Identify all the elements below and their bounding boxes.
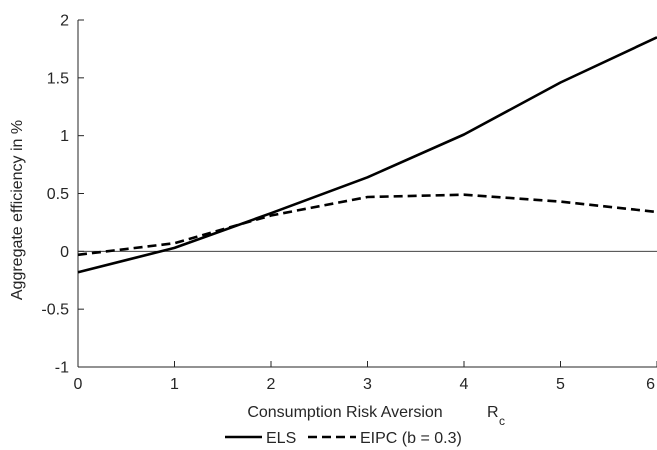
x-axis-label: Consumption Risk Aversion R c [247,404,505,428]
y-axis-label: Aggregate efficiency in % [9,120,26,300]
x-tick-label: 3 [363,376,372,393]
legend-label-els: ELS [266,430,296,447]
x-tick-label: 1 [170,376,179,393]
x-axis-label-symbol: R [487,404,499,421]
y-tick-label: 1 [60,128,69,145]
axes [77,20,657,368]
y-ticks: -1 -0.5 0 0.5 1 1.5 2 [41,13,84,377]
y-tick-label: 2 [60,13,69,30]
legend: ELS EIPC (b = 0.3) [225,430,462,447]
series-line-eipc [77,193,657,257]
series-layer [77,36,657,274]
series-line-els [77,36,657,274]
x-axis-label-subscript: c [499,414,505,428]
x-tick-label: 4 [460,376,469,393]
y-tick-label: 0.5 [47,186,69,203]
y-tick-label: -1 [55,360,69,377]
x-tick-label: 5 [556,376,565,393]
y-tick-label: 0 [60,244,69,261]
x-tick-label: 6 [646,376,655,393]
x-tick-label: 2 [267,376,276,393]
x-tick-label: 0 [74,376,83,393]
x-ticks: 0 1 2 3 4 5 6 [74,361,657,393]
y-tick-label: 1.5 [47,70,69,87]
legend-label-eipc: EIPC (b = 0.3) [360,430,462,447]
y-tick-label: -0.5 [41,302,69,319]
x-axis-label-text: Consumption Risk Aversion [247,404,442,421]
